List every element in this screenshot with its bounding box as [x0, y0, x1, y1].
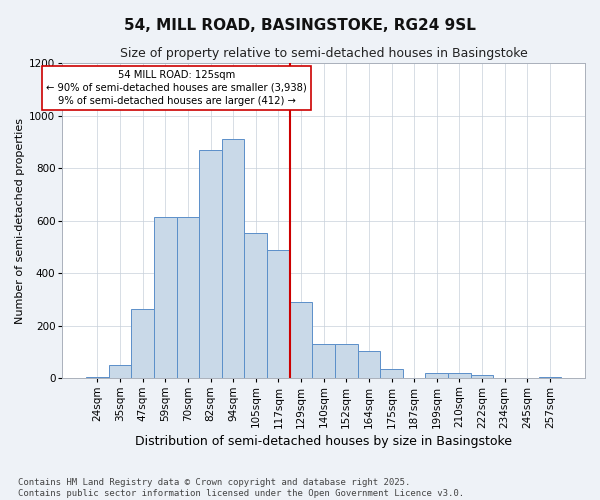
Bar	[86, 377, 109, 378]
Bar	[425, 373, 448, 378]
Title: Size of property relative to semi-detached houses in Basingstoke: Size of property relative to semi-detach…	[120, 48, 527, 60]
Bar	[380, 370, 403, 378]
Text: Contains HM Land Registry data © Crown copyright and database right 2025.
Contai: Contains HM Land Registry data © Crown c…	[18, 478, 464, 498]
Bar	[109, 366, 131, 378]
Text: 54, MILL ROAD, BASINGSTOKE, RG24 9SL: 54, MILL ROAD, BASINGSTOKE, RG24 9SL	[124, 18, 476, 32]
Bar	[313, 344, 335, 378]
Bar	[267, 250, 290, 378]
Bar	[539, 377, 561, 378]
Bar	[471, 374, 493, 378]
Bar	[222, 140, 244, 378]
Bar	[358, 351, 380, 378]
Bar	[199, 150, 222, 378]
Bar	[290, 302, 313, 378]
Text: 54 MILL ROAD: 125sqm
← 90% of semi-detached houses are smaller (3,938)
9% of sem: 54 MILL ROAD: 125sqm ← 90% of semi-detac…	[46, 70, 307, 106]
Bar	[244, 232, 267, 378]
Bar	[176, 217, 199, 378]
Bar	[131, 309, 154, 378]
Y-axis label: Number of semi-detached properties: Number of semi-detached properties	[15, 118, 25, 324]
X-axis label: Distribution of semi-detached houses by size in Basingstoke: Distribution of semi-detached houses by …	[135, 434, 512, 448]
Bar	[335, 344, 358, 378]
Bar	[448, 373, 471, 378]
Bar	[154, 217, 176, 378]
